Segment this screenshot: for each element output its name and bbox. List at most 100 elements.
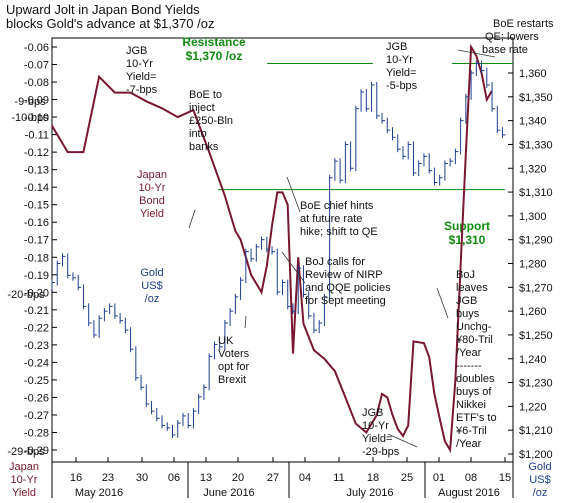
annotation-text: BoE restarts: [493, 18, 554, 30]
right-tick-label: $1,210: [519, 425, 553, 437]
chart-title: blocks Gold's advance at $1,370 /oz: [6, 16, 214, 31]
right-tick-label: 1,300: [519, 211, 547, 223]
annotation-text: Review of NIRP: [305, 269, 383, 281]
left-tick-label: -0.22: [24, 322, 49, 334]
annotation-text: /Year: [456, 438, 482, 450]
right-tick-label: $1,250: [519, 330, 553, 342]
jgb-inline-label: -20-bps: [7, 289, 45, 301]
left-tick-label: -0.29: [24, 445, 49, 457]
right-tick-label: 1,360: [519, 68, 547, 80]
right-axis-title: US$: [529, 474, 550, 486]
left-tick-label: -0.28: [24, 427, 49, 439]
annotation-text: doubles: [456, 373, 495, 385]
left-tick-label: -0.19: [24, 270, 49, 282]
left-axis-title: 10-Yr: [11, 474, 38, 486]
left-tick-label: -0.24: [24, 357, 49, 369]
right-tick-label: 1,340: [519, 116, 547, 128]
left-tick-label: -0.23: [24, 340, 49, 352]
annotation-text: BoJ: [456, 269, 475, 281]
jgb-inline-label: -9-bps: [14, 96, 46, 108]
annotation-text: buys of: [456, 386, 492, 398]
right-tick-label: $1,200: [519, 449, 553, 461]
left-tick-label: -0.06: [24, 42, 49, 54]
right-axis-title: /oz: [533, 487, 548, 499]
right-tick-label: $1,290: [519, 235, 553, 247]
left-tick-label: -0.13: [24, 165, 49, 177]
annotation-text: Yield=: [362, 433, 392, 445]
left-tick-label: -0.26: [24, 392, 49, 404]
x-tick-label: 06: [168, 472, 180, 484]
annotation-text: -7-bps: [126, 84, 158, 96]
x-tick-label: 23: [102, 472, 114, 484]
annotation-text: leaves: [456, 282, 488, 294]
annotation-text: Brexit: [218, 374, 246, 386]
x-tick-label: 30: [136, 472, 148, 484]
annotation-text: BoE chief hints: [300, 200, 374, 212]
annotation-text: into: [189, 128, 207, 140]
jgb-inline-label: -29-bps: [7, 446, 45, 458]
right-tick-label: $1,230: [519, 378, 553, 390]
plot-frame: [51, 37, 514, 463]
annotation-text: 10-Yr: [386, 54, 413, 66]
annotation-text: at future rate: [300, 213, 362, 225]
gold-series-label: Gold: [140, 267, 163, 279]
annotation-text: base rate: [482, 44, 528, 56]
left-tick-label: -0.16: [24, 217, 49, 229]
annotation-text: 10-Yr: [126, 58, 153, 70]
annotation-text: JGB: [386, 41, 407, 53]
annotation-text: ¥80-Tril: [455, 334, 493, 346]
x-tick-label: 25: [401, 472, 413, 484]
annotation-text: Yield=: [386, 67, 416, 79]
annotation-text: for Sept meeting: [305, 295, 386, 307]
gold-series-label: US$: [141, 280, 162, 292]
right-tick-label: $1,350: [519, 92, 553, 104]
annotation-text: -------: [456, 360, 482, 372]
annotation-text: Voters: [218, 348, 250, 360]
x-tick-label: 11: [333, 472, 344, 484]
annotation-text: buys: [456, 308, 480, 320]
x-tick-label: 04: [299, 472, 311, 484]
annotation-text: BoE to: [189, 89, 222, 101]
annotation-text: £250-Bln: [189, 115, 233, 127]
x-tick-label: 13: [200, 472, 212, 484]
annotation-leader: [387, 433, 418, 448]
right-axis-title: Gold: [528, 461, 551, 473]
left-tick-label: -0.15: [24, 200, 49, 212]
left-tick-label: -0.09: [24, 95, 49, 107]
x-tick-label: 18: [367, 472, 379, 484]
left-tick-label: -0.14: [24, 182, 49, 194]
x-tick-label: 27: [267, 472, 279, 484]
left-tick-label: -0.25: [24, 375, 49, 387]
x-month-label: May 2016: [75, 487, 123, 499]
jgb-inline-label: -10-bps: [11, 112, 49, 124]
right-tick-label: $1,330: [519, 139, 553, 151]
right-tick-label: $1,310: [519, 187, 553, 199]
left-tick-label: -0.08: [24, 77, 49, 89]
jgb-series-label: Japan: [137, 169, 167, 181]
reference-line-label: $1,370 /oz: [186, 49, 243, 63]
annotation-text: and QQE policies: [305, 282, 391, 294]
jgb-series-line: [51, 43, 493, 454]
jgb-series-label: 10-Yr: [139, 182, 166, 194]
annotation-leader: [188, 209, 196, 229]
annotation-text: Yield=: [126, 71, 156, 83]
annotation-text: BoJ calls for: [305, 256, 365, 268]
reference-line-label: Support: [444, 219, 490, 233]
series-group: [51, 43, 506, 454]
x-tick-label: 08: [465, 472, 477, 484]
right-tick-label: 1,260: [519, 306, 547, 318]
chart-title: Upward Jolt in Japan Bond Yields: [6, 2, 200, 17]
annotation-leader: [244, 315, 247, 329]
left-tick-label: -0.20: [24, 287, 49, 299]
left-tick-label: -0.21: [24, 305, 49, 317]
annotation-leader: [286, 176, 301, 213]
jgb-series-label: Yield: [140, 208, 164, 220]
left-tick-label: -0.10: [24, 112, 49, 124]
annotation-leader: [436, 287, 449, 319]
x-month-label: August 2016: [438, 487, 500, 499]
annotation-text: Nikkei: [456, 399, 486, 411]
left-tick-label: -0.07: [24, 60, 49, 72]
x-tick-label: 15: [499, 472, 511, 484]
